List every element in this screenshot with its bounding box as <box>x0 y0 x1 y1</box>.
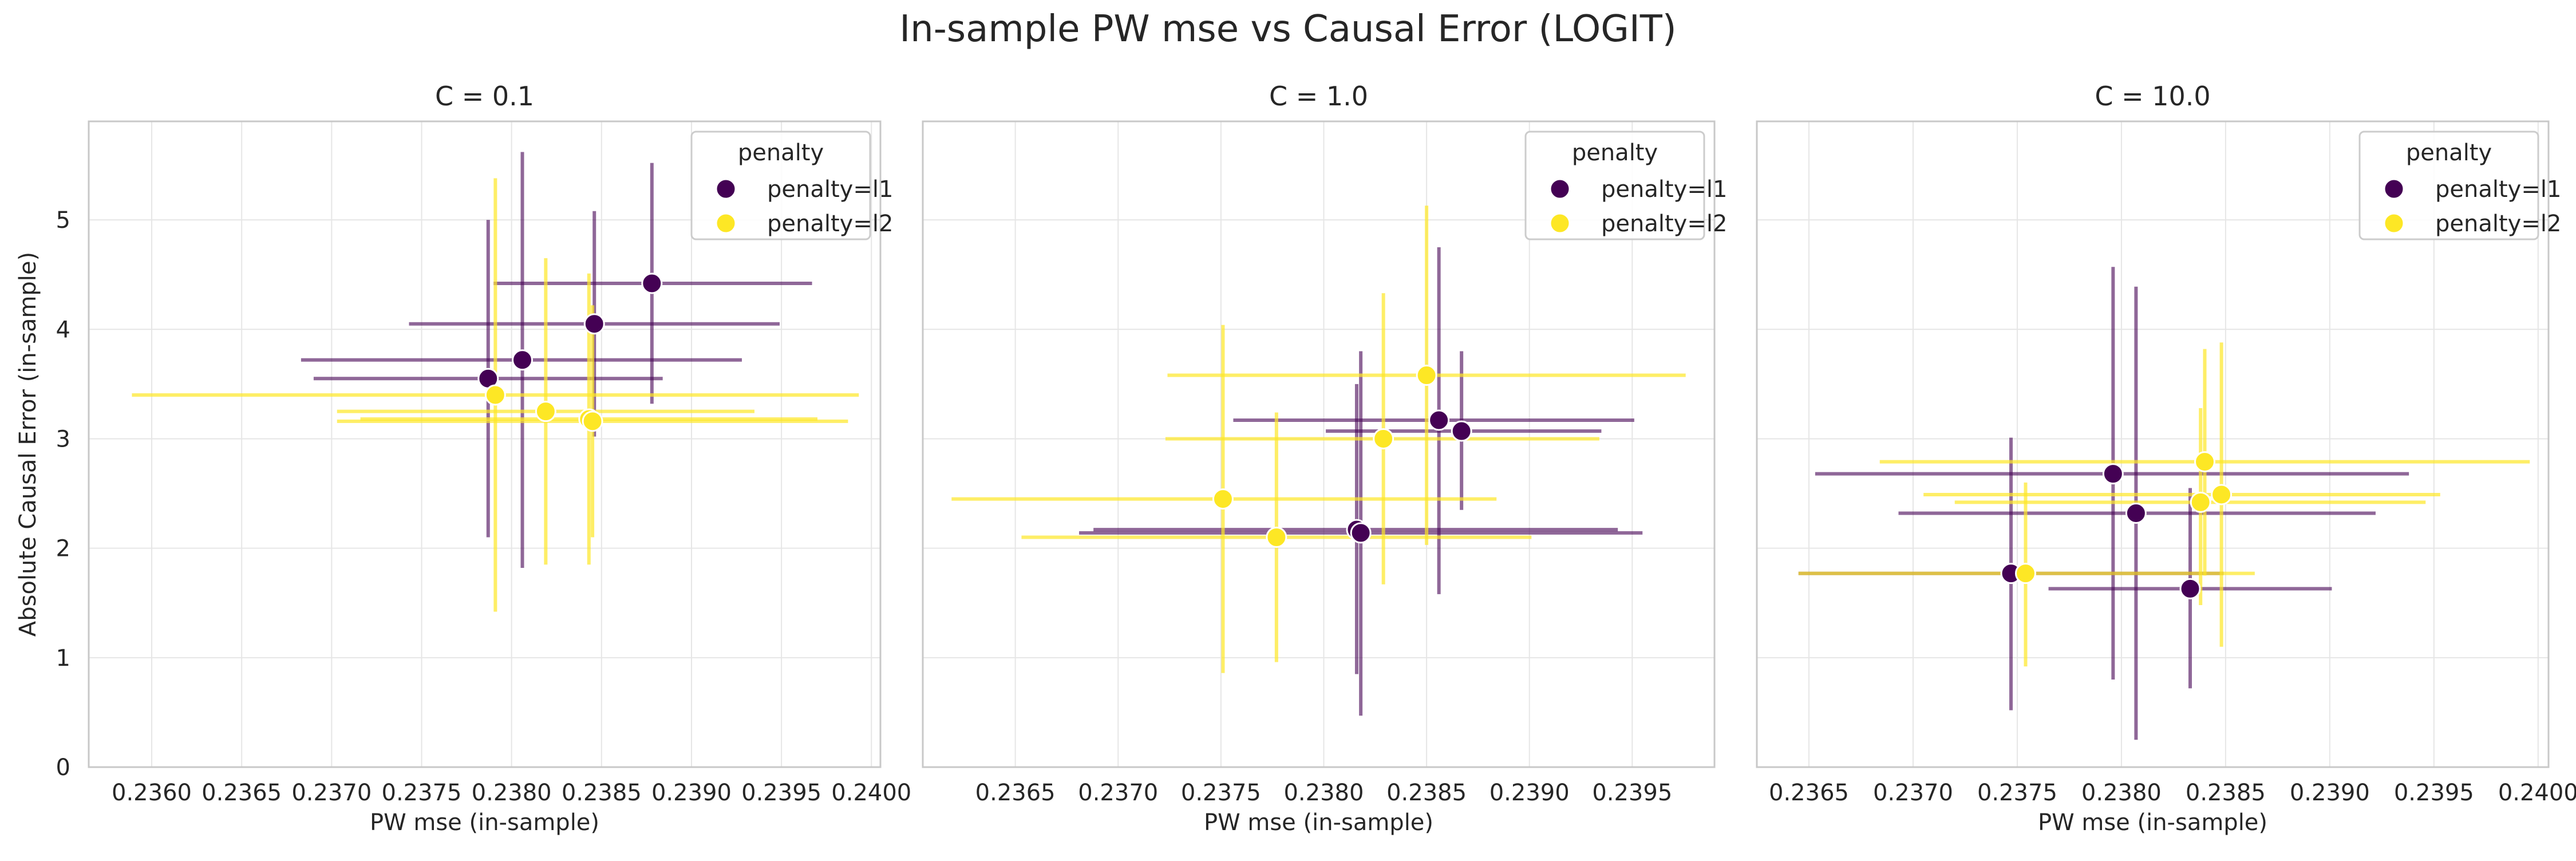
subplot-title: C = 1.0 <box>1269 81 1368 112</box>
x-tick-label: 0.2385 <box>1386 780 1467 806</box>
x-tick-label: 0.2370 <box>291 780 372 806</box>
legend-marker-l1 <box>715 178 737 200</box>
legend-title: penalty <box>2406 140 2492 166</box>
legend-entry: penalty=l2 <box>1601 211 1727 237</box>
data-point-l2 <box>2190 491 2211 513</box>
x-tick-label: 0.2375 <box>382 780 462 806</box>
subplot-3: 0.2365 0.2370 0.2375 0.2380 0.2385 0.2390 0.23… <box>1756 81 2576 836</box>
data-point-l1 <box>2179 578 2201 599</box>
y-tick-label: 3 <box>56 426 70 452</box>
legend-box <box>1524 131 1705 240</box>
x-tick-label: 0.2395 <box>741 780 821 806</box>
x-tick-label: 0.2365 <box>202 780 282 806</box>
legend-entry: penalty=l2 <box>767 211 893 237</box>
subplot-title: C = 10.0 <box>2095 81 2210 112</box>
x-axis-label: PW mse (in-sample) <box>1204 809 1433 836</box>
legend-marker-l2 <box>1549 212 1571 234</box>
x-tick-label: 0.2375 <box>1977 780 2057 806</box>
legend-title: penalty <box>738 140 824 166</box>
x-tick-label: 0.2370 <box>1078 780 1158 806</box>
subplot-title: C = 0.1 <box>435 81 534 112</box>
plot-frame <box>88 120 882 768</box>
data-point-l2 <box>2014 563 2036 584</box>
data-point-l1 <box>583 313 605 335</box>
y-tick-label: 0 <box>56 755 70 781</box>
x-tick-label: 0.2385 <box>562 780 642 806</box>
legend-entry: penalty=l2 <box>2435 211 2561 237</box>
x-tick-label: 0.2360 <box>112 780 192 806</box>
data-point-l2 <box>2211 484 2233 505</box>
y-axis-label: Absolute Causal Error (in-sample) <box>15 252 41 637</box>
data-point-l2 <box>2194 451 2215 473</box>
legend: penalty penalty=l1 penalty=l2 <box>1524 131 1727 240</box>
data-point-l1 <box>1350 522 1372 544</box>
data-point-l2 <box>1416 365 1437 386</box>
legend-marker-l2 <box>715 212 737 234</box>
data-point-l1 <box>1451 420 1472 442</box>
data-point-l1 <box>641 272 663 294</box>
data-point-l1 <box>1428 409 1450 431</box>
x-axis-label: PW mse (in-sample) <box>2038 809 2267 836</box>
data-point-l1 <box>2102 463 2124 485</box>
y-tick-label: 2 <box>56 536 70 562</box>
x-tick-label: 0.2390 <box>1490 780 1570 806</box>
plot-frame <box>1756 120 2550 768</box>
legend-title: penalty <box>1572 140 1658 166</box>
figure-title: In-sample PW mse vs Causal Error (LOGIT) <box>899 8 1677 50</box>
subplot-1: 0.2360 0.2365 0.2370 0.2375 0.2380 0.2385 0.23… <box>15 81 911 836</box>
legend: penalty penalty=l1 penalty=l2 <box>690 131 893 240</box>
y-tick-label: 5 <box>56 207 70 234</box>
legend-marker-l1 <box>2383 178 2405 200</box>
legend-marker-l1 <box>1549 178 1571 200</box>
x-tick-label: 0.2395 <box>2394 780 2474 806</box>
x-tick-label: 0.2365 <box>1769 780 1849 806</box>
y-tick-label: 4 <box>56 317 70 343</box>
data-point-l2 <box>535 401 556 422</box>
x-tick-label: 0.2375 <box>1181 780 1261 806</box>
data-point-l2 <box>1373 428 1394 449</box>
legend-box <box>690 131 871 240</box>
x-tick-label: 0.2380 <box>2081 780 2162 806</box>
x-tick-label: 0.2400 <box>2498 780 2576 806</box>
x-tick-label: 0.2380 <box>1283 780 1364 806</box>
legend-marker-l2 <box>2383 212 2405 234</box>
legend-entry: penalty=l1 <box>767 176 893 203</box>
data-point-l2 <box>582 410 603 432</box>
legend-entry: penalty=l1 <box>1601 176 1727 203</box>
plot-frame <box>922 120 1716 768</box>
x-axis-label: PW mse (in-sample) <box>370 809 599 836</box>
x-tick-label: 0.2390 <box>651 780 732 806</box>
legend-entry: penalty=l1 <box>2435 176 2561 203</box>
legend: penalty penalty=l1 penalty=l2 <box>2358 131 2561 240</box>
data-point-l2 <box>1266 527 1287 548</box>
x-tick-label: 0.2395 <box>1592 780 1672 806</box>
x-tick-label: 0.2390 <box>2290 780 2370 806</box>
data-point-l1 <box>2125 502 2147 524</box>
x-tick-label: 0.2370 <box>1873 780 1953 806</box>
x-tick-label: 0.2400 <box>831 780 911 806</box>
data-point-l2 <box>484 384 506 406</box>
x-tick-label: 0.2365 <box>975 780 1056 806</box>
y-tick-label: 1 <box>56 645 70 672</box>
legend-box <box>2358 131 2539 240</box>
subplot-2: 0.2365 0.2370 0.2375 0.2380 0.2385 0.2390 0.23… <box>922 81 1727 836</box>
data-point-l2 <box>1212 488 1234 510</box>
x-tick-label: 0.2380 <box>472 780 552 806</box>
x-tick-label: 0.2385 <box>2186 780 2266 806</box>
data-point-l1 <box>512 349 534 371</box>
